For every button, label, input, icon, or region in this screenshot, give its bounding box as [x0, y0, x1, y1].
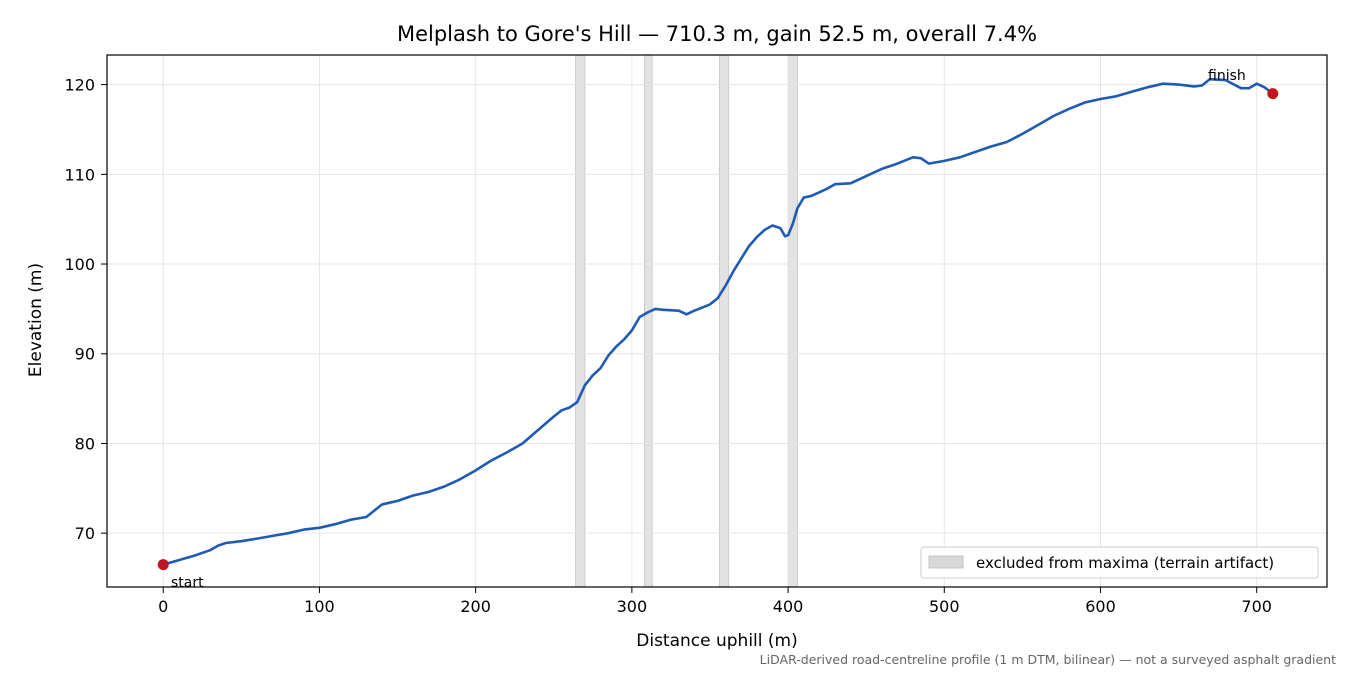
legend: excluded from maxima (terrain artifact)	[920, 546, 1319, 579]
chart-title: Melplash to Gore's Hill — 710.3 m, gain …	[397, 22, 1037, 46]
axis-ticks: 0 100 200 300 400 500 600 700 70 80 90 100 110 120	[64, 76, 1272, 616]
finish-label: finish	[1208, 68, 1246, 84]
legend-label: excluded from maxima (terrain artifact)	[976, 554, 1274, 572]
excluded-band	[718, 54, 730, 588]
x-axis-label: Distance uphill (m)	[636, 631, 797, 651]
x-tick-label: 200	[460, 597, 491, 616]
y-tick-label: 100	[64, 255, 95, 274]
y-tick-label: 120	[64, 76, 95, 95]
legend-swatch	[928, 555, 964, 569]
y-tick-label: 80	[75, 434, 95, 453]
excluded-band	[787, 54, 798, 588]
x-tick-label: 100	[304, 597, 335, 616]
x-tick-label: 500	[929, 597, 960, 616]
x-tick-label: 700	[1241, 597, 1272, 616]
grid	[107, 55, 1327, 587]
plot-frame	[106, 54, 1328, 588]
excluded-band	[575, 54, 586, 588]
series-layer	[161, 77, 1275, 566]
y-tick-label: 110	[64, 165, 95, 184]
legend-box	[920, 546, 1319, 579]
x-tick-label: 400	[773, 597, 804, 616]
elevation-line	[161, 77, 1275, 566]
start-label: start	[171, 575, 204, 591]
y-tick-label: 70	[75, 524, 95, 543]
y-axis-label: Elevation (m)	[26, 263, 46, 377]
x-tick-label: 600	[1085, 597, 1116, 616]
y-tick-label: 90	[75, 345, 95, 364]
footnote: LiDAR-derived road-centreline profile (1…	[760, 652, 1336, 667]
finish-marker	[1267, 88, 1279, 100]
excluded-band	[643, 54, 653, 588]
endpoint-markers	[157, 88, 1279, 571]
start-marker	[157, 559, 169, 571]
x-tick-label: 0	[158, 597, 168, 616]
x-tick-label: 300	[617, 597, 648, 616]
